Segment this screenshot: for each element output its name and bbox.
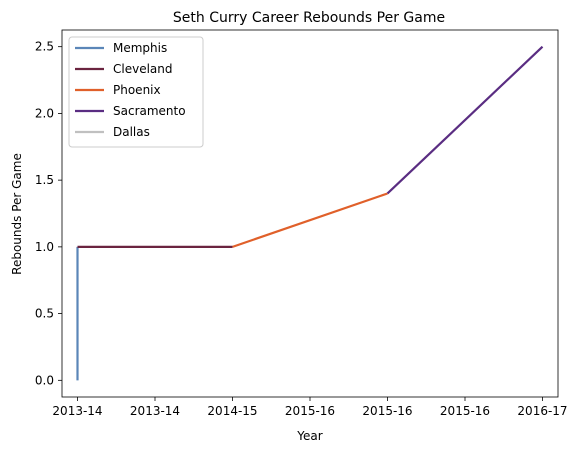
legend-entries: Memphis Cleveland Phoenix Sacramento Dallas <box>75 41 186 139</box>
x-tick-label: 2016-17 <box>517 404 567 418</box>
x-tick-label: 2015-16 <box>285 404 335 418</box>
y-tick-label: 2.5 <box>35 40 54 54</box>
series-line-sacramento <box>386 45 544 195</box>
legend-label: Cleveland <box>113 62 173 76</box>
x-tick-label: 2014-15 <box>207 404 257 418</box>
x-axis-ticks: 2013-14 2013-14 2014-15 2015-16 2015-16 2015-… <box>52 397 568 418</box>
y-axis-label: Rebounds Per Game <box>10 153 24 275</box>
legend-label: Sacramento <box>113 104 186 118</box>
y-axis-ticks: 0.0 0.5 1.0 1.5 2.0 2.5 <box>35 40 62 387</box>
legend-label: Dallas <box>113 125 150 139</box>
x-axis-label: Year <box>296 429 322 443</box>
series-line-phoenix <box>232 192 388 248</box>
y-tick-label: 0.0 <box>35 373 54 387</box>
legend-label: Phoenix <box>113 83 161 97</box>
x-tick-label: 2015-16 <box>362 404 412 418</box>
x-tick-label: 2013-14 <box>130 404 180 418</box>
legend: Memphis Cleveland Phoenix Sacramento Dallas <box>68 36 204 148</box>
chart-title: Seth Curry Career Rebounds Per Game <box>173 10 445 26</box>
y-tick-label: 2.0 <box>35 106 54 120</box>
legend-box <box>68 36 204 148</box>
series-layer <box>76 45 544 381</box>
y-tick-label: 0.5 <box>35 307 54 321</box>
y-tick-label: 1.5 <box>35 173 54 187</box>
x-tick-label: 2013-14 <box>52 404 102 418</box>
x-tick-label: 2015-16 <box>440 404 490 418</box>
y-tick-label: 1.0 <box>35 240 54 254</box>
legend-label: Memphis <box>113 41 167 55</box>
